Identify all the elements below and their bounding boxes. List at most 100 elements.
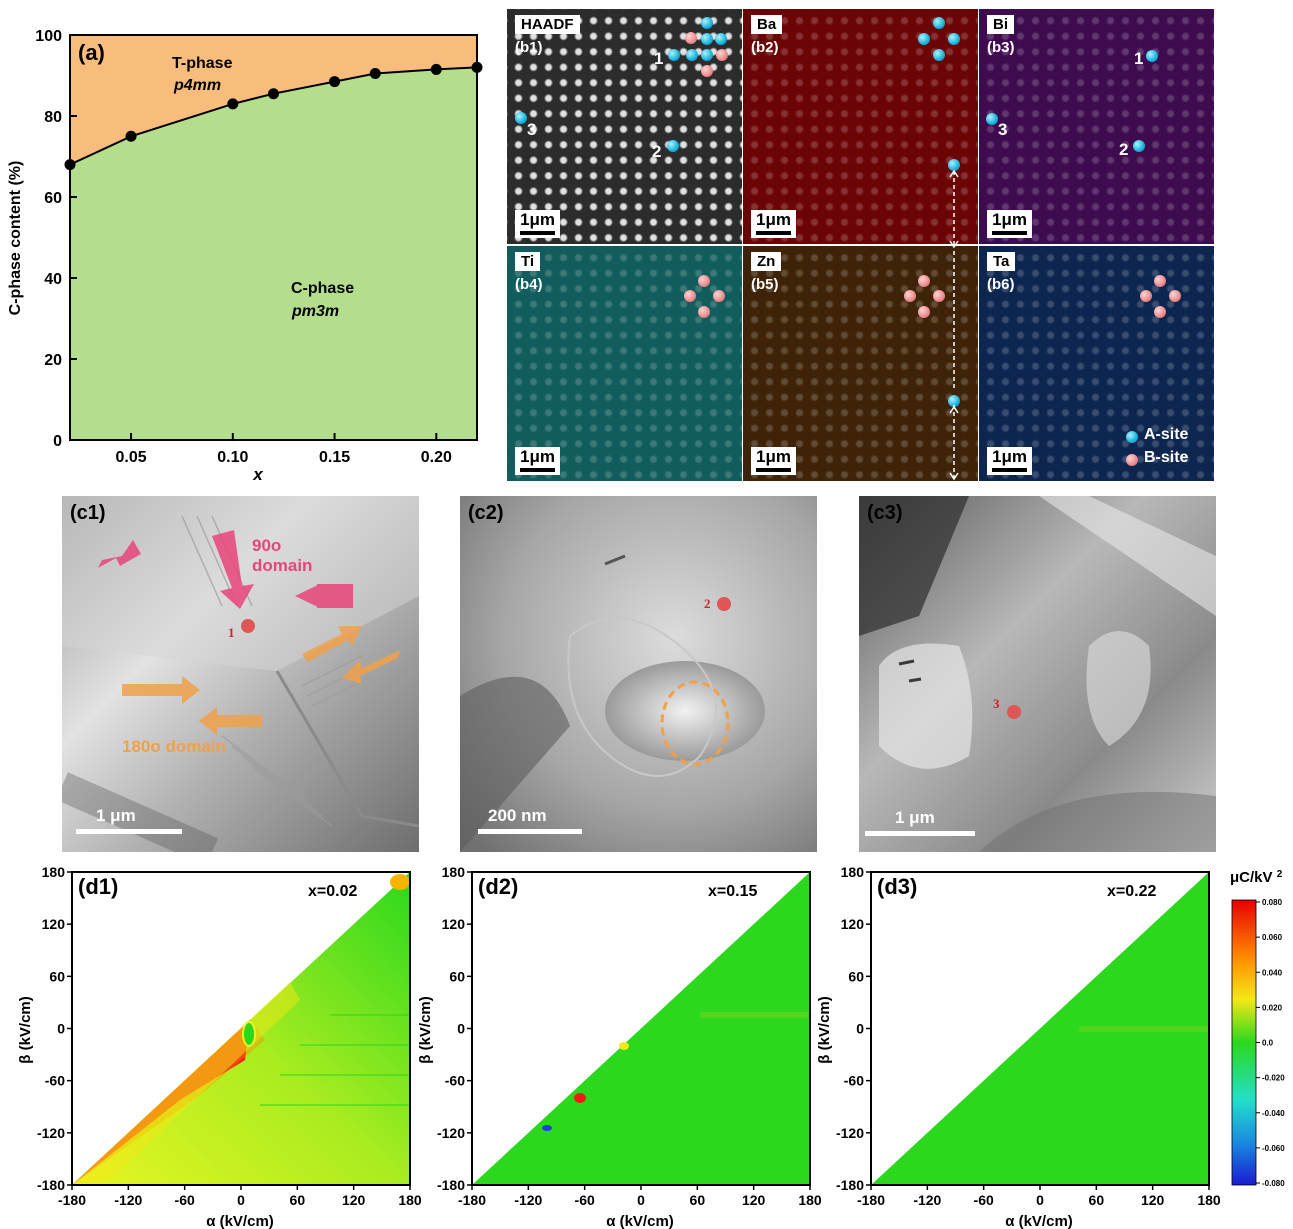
y-tick-label: -120 — [836, 1125, 864, 1141]
phase-boundary-line — [70, 66, 477, 166]
b-site-legend-marker — [1126, 454, 1138, 466]
x-tick-label: -120 — [114, 1192, 142, 1208]
eds-map-bi: Bi (b3) 1μm — [979, 9, 1214, 244]
a-site-marker — [933, 17, 945, 29]
scale-bar: 1μm — [515, 210, 560, 238]
panel-label: (c1) — [70, 502, 106, 524]
map-sublabel: (b3) — [987, 39, 1015, 56]
point-number: 2 — [704, 596, 711, 611]
site-number: 3 — [527, 120, 537, 139]
y-axis-label: C-phase content (%) — [7, 161, 24, 316]
x-tick-label: 180 — [798, 1192, 822, 1208]
c-phase-group: pm3m — [291, 303, 339, 320]
b-site-marker — [698, 275, 710, 287]
x-tick-label: 0 — [637, 1192, 645, 1208]
x-tick-label: 180 — [1197, 1192, 1221, 1208]
colorbar-tick-label: 0.0 — [1262, 1039, 1274, 1048]
measure-point — [717, 597, 731, 611]
y-tick-label: 0 — [57, 1021, 65, 1037]
y-tick-label: -180 — [437, 1177, 465, 1193]
x-tick-label: -120 — [913, 1192, 941, 1208]
panel-label: (c3) — [867, 502, 903, 524]
colorbar-tick-label: -0.080 — [1262, 1179, 1285, 1188]
tem-image-c3: (c3) 3 1 μm — [859, 496, 1216, 852]
y-tick-label: 80 — [44, 109, 62, 126]
x-tick-label: 0.05 — [115, 449, 146, 466]
x-tick-label: 60 — [690, 1192, 706, 1208]
site-number: 2 — [1119, 140, 1129, 159]
scale-bar: 1 μm — [76, 806, 182, 834]
c-phase-region — [70, 67, 477, 440]
x-tick-label: 120 — [1141, 1192, 1165, 1208]
a-site-marker — [948, 33, 960, 45]
x-value-label: x=0.22 — [1107, 883, 1156, 900]
y-tick-label: 0 — [856, 1021, 864, 1037]
a-site-marker — [515, 112, 527, 124]
y-tick-label: 40 — [44, 271, 62, 288]
x-tick-label: -60 — [974, 1192, 994, 1208]
scale-bar: 1μm — [987, 447, 1032, 475]
b-site-marker — [918, 275, 930, 287]
map-tag: Ba — [751, 15, 783, 34]
colorbar-tick-label: -0.060 — [1262, 1144, 1285, 1153]
b-site-marker — [1169, 290, 1181, 302]
colorbar-tick-label: 0.080 — [1262, 898, 1283, 907]
y-tick-label: 180 — [42, 864, 66, 880]
a-site-marker — [701, 49, 713, 61]
scale-bar: 200 nm — [478, 806, 582, 834]
forc-map-d1: -180-180 -120 -120 -60 -60 0 0 60 60 120 120 180 180… — [17, 864, 422, 1229]
map-tag: Zn — [751, 252, 782, 271]
data-point — [227, 98, 239, 110]
colorbar-tick-label: 0.060 — [1262, 933, 1283, 942]
colorbar-tick-label: 0.040 — [1262, 968, 1283, 977]
b-site-marker — [698, 306, 710, 318]
scale-bar: 1μm — [515, 447, 560, 475]
a-site-marker — [701, 33, 713, 45]
x-axis-label: α (kV/cm) — [606, 1213, 674, 1229]
a-site-marker — [686, 49, 698, 61]
colorbar-tick-label: 0.020 — [1262, 1003, 1283, 1012]
x-tick-label: 60 — [290, 1192, 306, 1208]
map-sublabel: (b2) — [751, 39, 779, 56]
y-tick-label: -120 — [37, 1125, 65, 1141]
a-site-marker — [667, 140, 679, 152]
y-tick-label: 0 — [53, 433, 62, 450]
site-number: 3 — [998, 120, 1008, 139]
eds-map-zn: Zn (b5) 1μm — [743, 246, 978, 481]
y-tick-label: 120 — [42, 916, 66, 932]
x-tick-label: 180 — [398, 1192, 422, 1208]
b-site-marker — [716, 49, 728, 61]
b-site-marker — [701, 65, 713, 77]
measure-point — [1007, 705, 1021, 719]
y-tick-label: 60 — [848, 968, 864, 984]
c-phase-name: C-phase — [291, 280, 354, 297]
y-tick-label: -60 — [844, 1073, 864, 1089]
y-axis-label: β (kV/cm) — [417, 996, 434, 1064]
x-tick-label: -60 — [175, 1192, 195, 1208]
y-tick-label: -120 — [437, 1125, 465, 1141]
y-tick-label: 120 — [442, 916, 466, 932]
y-tick-label: -60 — [445, 1073, 465, 1089]
domain90-label: 90o domain — [252, 536, 313, 575]
a-site-marker — [1133, 140, 1145, 152]
b-site-marker — [904, 290, 916, 302]
measure-point — [241, 619, 255, 633]
data-point — [369, 67, 381, 79]
b-site-legend-label: B-site — [1144, 449, 1189, 466]
point-number: 3 — [993, 696, 1000, 711]
b-site-marker — [684, 290, 696, 302]
y-tick-label: 180 — [442, 864, 466, 880]
y-tick-label: -180 — [37, 1177, 65, 1193]
x-tick-label: 0.15 — [319, 449, 350, 466]
eds-map-ta: Ta (b6) 1μm A-site B-site — [979, 246, 1214, 481]
t-phase-name: T-phase — [172, 55, 233, 72]
a-site-marker — [933, 49, 945, 61]
map-sublabel: (b5) — [751, 276, 779, 293]
t-phase-group: p4mm — [173, 77, 221, 94]
dashed-arrow-connector — [949, 169, 959, 481]
a-site-legend-label: A-site — [1144, 426, 1189, 443]
map-tag: Bi — [987, 15, 1014, 34]
map-tag: Ta — [987, 252, 1016, 271]
b-site-marker — [1154, 306, 1166, 318]
x-tick-label: -180 — [58, 1192, 86, 1208]
